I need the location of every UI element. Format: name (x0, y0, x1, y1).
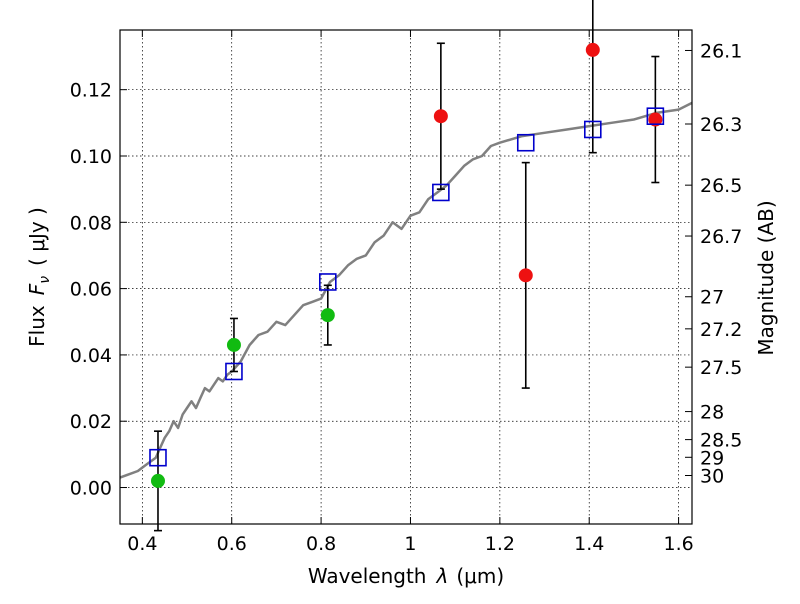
mag-tick-label: 26.7 (700, 226, 742, 248)
y-axis-label-f: F (25, 283, 49, 295)
green-data-point (320, 308, 335, 323)
y-axis-label-text: Flux (25, 305, 49, 347)
model-spectrum-line (119, 101, 693, 479)
x-axis-label-unit: (μm) (456, 564, 504, 588)
mag-tick-label: 27 (700, 287, 724, 309)
y-axis-label: Flux Fν ( μJy ) (25, 207, 53, 347)
y-tick-label: 0.04 (70, 345, 112, 367)
green-data-point (150, 473, 165, 488)
y-tick-label: 0.06 (70, 279, 112, 301)
y-axis-label-unit: ( μJy ) (25, 207, 49, 266)
x-axis-label-text: Wavelength (308, 564, 427, 588)
x-tick-label: 0.8 (306, 533, 336, 555)
model-box-marker (225, 362, 243, 381)
model-box-marker (318, 273, 337, 291)
mag-tick-label: 26.5 (700, 175, 742, 197)
y-axis-label-nu: ν (37, 276, 53, 284)
model-box-marker (516, 133, 535, 152)
y-tick-label: 0.12 (70, 80, 112, 102)
model-box-marker (149, 448, 167, 467)
model-box-marker (646, 107, 665, 126)
axis-ticks: 0.4 0.6 0.8 1 1.2 1.4 1.6 0.00 0.02 0.04 0.06 0.08 0… (70, 30, 742, 555)
x-tick-label: 0.4 (127, 533, 157, 555)
x-axis-label: Wavelength λ (μm) (308, 564, 504, 588)
mag-tick-label: 28.5 (700, 430, 742, 452)
mag-tick-label: 27.5 (700, 357, 742, 379)
data-marks (149, 0, 665, 532)
mag-tick-label: 29 (700, 447, 724, 469)
plot-frame (119, 29, 693, 525)
mag-tick-label: 26.3 (700, 114, 742, 136)
red-data-point (518, 268, 533, 283)
grid-lines (120, 30, 692, 524)
x-tick-label: 1.6 (663, 533, 693, 555)
y-tick-label: 0.10 (70, 146, 112, 168)
mag-tick-label: 27.2 (700, 319, 742, 341)
plot-background (120, 30, 692, 524)
y-tick-label: 0.02 (70, 411, 112, 433)
model-spectrum (119, 101, 693, 479)
x-tick-label: 1.4 (574, 533, 604, 555)
y2-axis-label: Magnitude (AB) (754, 200, 778, 355)
x-tick-label: 0.6 (217, 533, 247, 555)
red-data-point (648, 112, 663, 127)
red-data-point (433, 109, 448, 124)
red-data-point (585, 42, 600, 57)
mag-tick-label: 30 (700, 465, 724, 487)
model-box-marker (583, 120, 602, 139)
x-tick-label: 1 (404, 533, 416, 555)
y-tick-label: 0.08 (70, 212, 112, 234)
mag-tick-label: 28 (700, 402, 724, 424)
y-tick-label: 0.00 (70, 478, 112, 500)
x-axis-label-lambda: λ (436, 564, 449, 588)
mag-tick-label: 26.1 (700, 40, 742, 62)
model-box-marker (432, 183, 450, 202)
green-data-point (226, 337, 241, 352)
x-tick-label: 1.2 (485, 533, 515, 555)
